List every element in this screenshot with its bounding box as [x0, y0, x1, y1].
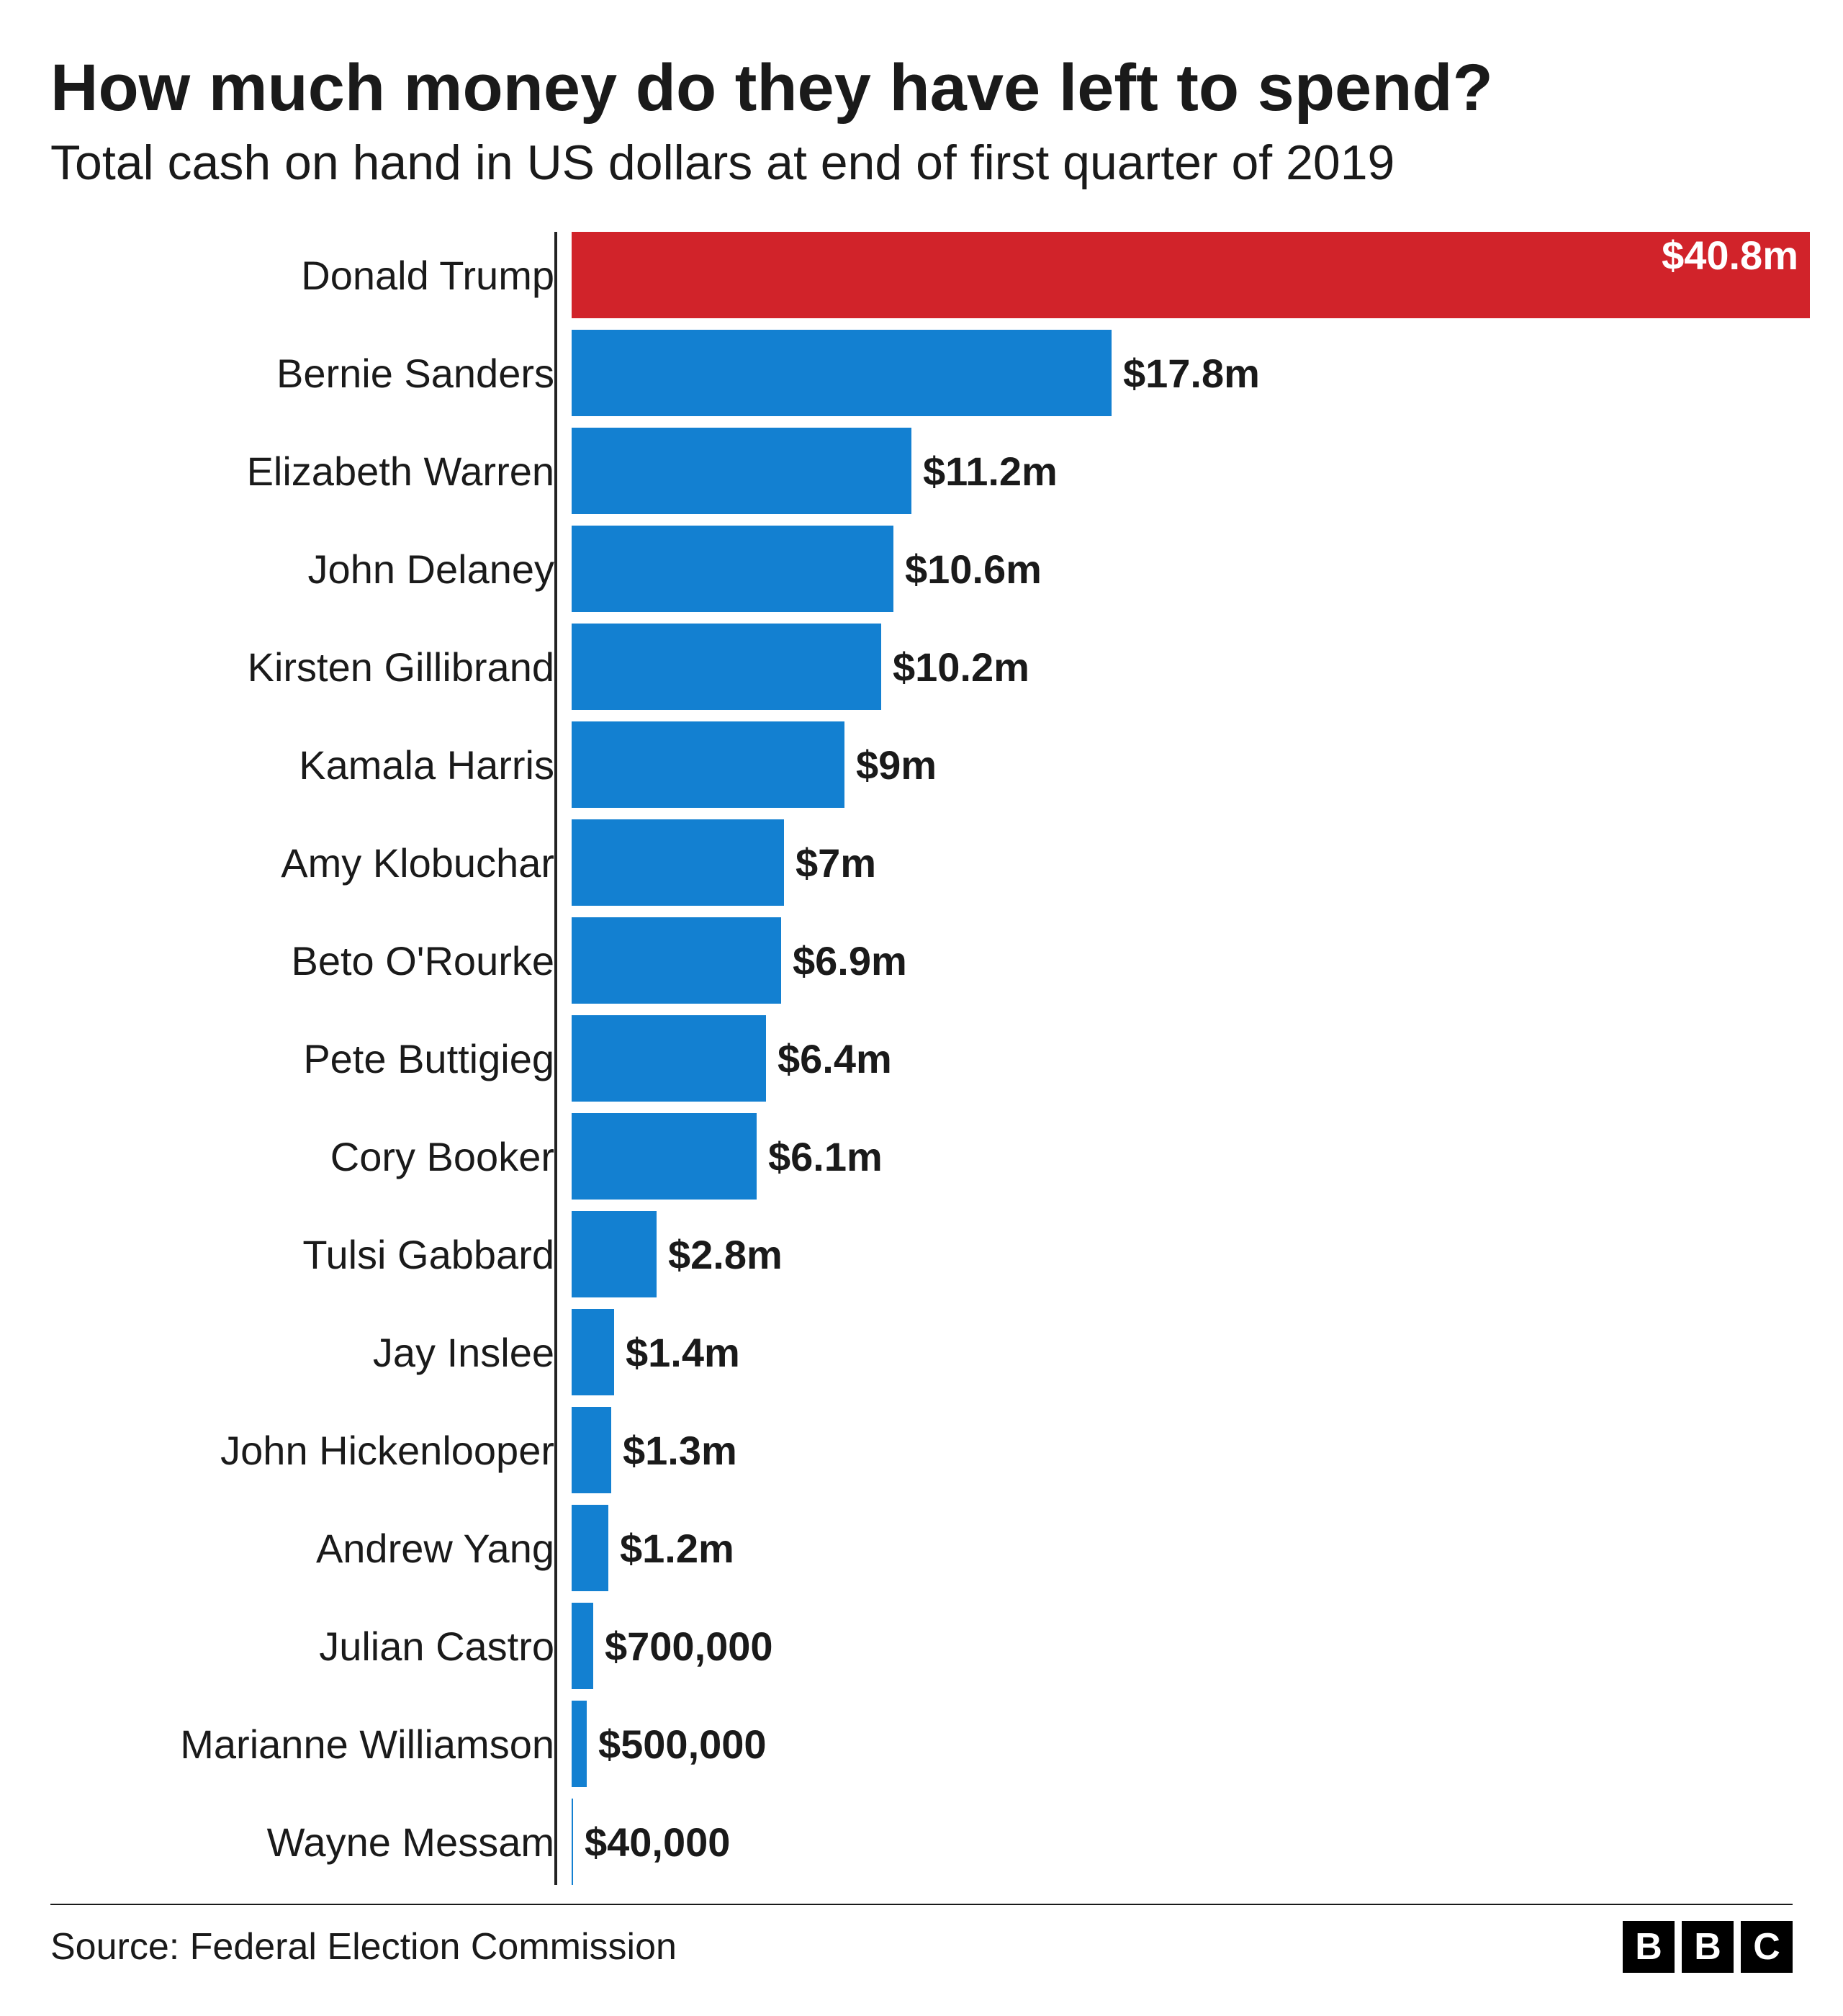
bar-cell: $7m: [572, 819, 1793, 906]
bar: [572, 428, 911, 514]
footer: Source: Federal Election Commission BBC: [50, 1904, 1793, 1973]
bar-row: Donald Trump$40.8m: [50, 232, 1793, 318]
candidate-label: Kirsten Gillibrand: [50, 644, 572, 690]
bar-cell: $10.6m: [572, 526, 1793, 612]
candidate-label: Elizabeth Warren: [50, 448, 572, 495]
candidate-label: Kamala Harris: [50, 742, 572, 788]
value-label: $11.2m: [923, 448, 1058, 495]
value-label: $10.6m: [905, 546, 1042, 593]
source-text: Source: Federal Election Commission: [50, 1925, 677, 1968]
bbc-logo: BBC: [1623, 1921, 1793, 1973]
bar: [572, 330, 1112, 416]
candidate-label: Bernie Sanders: [50, 350, 572, 397]
chart-area: Donald Trump$40.8m Bernie Sanders $17.8m El…: [50, 232, 1793, 1885]
bar: [572, 1015, 766, 1102]
bar-cell: $11.2m: [572, 428, 1793, 514]
bar: [572, 1407, 611, 1493]
value-label: $6.1m: [768, 1133, 883, 1180]
bar-cell: $6.4m: [572, 1015, 1793, 1102]
bar-row: Kamala Harris $9m: [50, 721, 1793, 808]
bbc-logo-letter: C: [1741, 1921, 1793, 1973]
value-label: $9m: [856, 742, 937, 788]
y-axis-line: [554, 232, 557, 1885]
bbc-logo-letter: B: [1623, 1921, 1675, 1973]
bar-cell: $1.4m: [572, 1309, 1793, 1395]
footer-row: Source: Federal Election Commission BBC: [50, 1921, 1793, 1973]
value-label: $6.9m: [793, 937, 907, 984]
bar: [572, 1505, 608, 1591]
bar-cell: $40.8m: [572, 232, 1810, 318]
value-label: $1.3m: [623, 1427, 737, 1474]
candidate-label: Donald Trump: [50, 252, 572, 299]
bar-row: Beto O'Rourke $6.9m: [50, 917, 1793, 1004]
bar-cell: $1.3m: [572, 1407, 1793, 1493]
value-label: $17.8m: [1123, 350, 1260, 397]
chart-subtitle: Total cash on hand in US dollars at end …: [50, 134, 1793, 193]
bar-row: Bernie Sanders $17.8m: [50, 330, 1793, 416]
page: How much money do they have left to spen…: [0, 0, 1843, 2016]
candidate-label: Jay Inslee: [50, 1329, 572, 1376]
value-label: $500,000: [598, 1721, 767, 1768]
bar-cell: $17.8m: [572, 330, 1793, 416]
bar: [572, 1701, 587, 1787]
bar-row: Tulsi Gabbard $2.8m: [50, 1211, 1793, 1297]
bar: [572, 1211, 657, 1297]
bar-row: Marianne Williamson $500,000: [50, 1701, 1793, 1787]
candidate-label: Pete Buttigieg: [50, 1035, 572, 1082]
bar: [572, 917, 781, 1004]
bar-row: Cory Booker $6.1m: [50, 1113, 1793, 1200]
bar-cell: $2.8m: [572, 1211, 1793, 1297]
candidate-label: John Delaney: [50, 546, 572, 593]
bar-row: Elizabeth Warren $11.2m: [50, 428, 1793, 514]
bar-row: Pete Buttigieg $6.4m: [50, 1015, 1793, 1102]
footer-divider: [50, 1904, 1793, 1905]
value-label: $2.8m: [668, 1231, 783, 1278]
bar-cell: $6.1m: [572, 1113, 1793, 1200]
bar-row: Amy Klobuchar $7m: [50, 819, 1793, 906]
bar-row: Kirsten Gillibrand $10.2m: [50, 624, 1793, 710]
bar: [572, 1113, 757, 1200]
candidate-label: Tulsi Gabbard: [50, 1231, 572, 1278]
value-label: $10.2m: [893, 644, 1029, 690]
value-label: $1.4m: [626, 1329, 740, 1376]
candidate-label: Wayne Messam: [50, 1819, 572, 1866]
candidate-label: Julian Castro: [50, 1623, 572, 1670]
bar-cell: $1.2m: [572, 1505, 1793, 1591]
bar-row: John Hickenlooper $1.3m: [50, 1407, 1793, 1493]
bar: [572, 819, 784, 906]
bar: [572, 1603, 593, 1689]
value-label: $1.2m: [620, 1525, 734, 1572]
candidate-label: Beto O'Rourke: [50, 937, 572, 984]
value-label: $40,000: [585, 1819, 730, 1866]
bar-cell: $700,000: [572, 1603, 1793, 1689]
chart-title: How much money do they have left to spen…: [50, 50, 1793, 127]
candidate-label: Andrew Yang: [50, 1525, 572, 1572]
candidate-label: Amy Klobuchar: [50, 840, 572, 886]
bar: $40.8m: [572, 232, 1810, 318]
bar-row: Wayne Messam $40,000: [50, 1799, 1793, 1885]
value-label: $40.8m: [1662, 232, 1798, 279]
bar-cell: $10.2m: [572, 624, 1793, 710]
bar: [572, 721, 844, 808]
bar-row: Julian Castro $700,000: [50, 1603, 1793, 1689]
bbc-logo-letter: B: [1682, 1921, 1734, 1973]
bar-row: Andrew Yang $1.2m: [50, 1505, 1793, 1591]
bar: [572, 1799, 573, 1885]
bar-row: John Delaney $10.6m: [50, 526, 1793, 612]
value-label: $6.4m: [778, 1035, 892, 1082]
bar: [572, 624, 881, 710]
bar: [572, 1309, 614, 1395]
bar-cell: $6.9m: [572, 917, 1793, 1004]
bar: [572, 526, 893, 612]
bar-cell: $9m: [572, 721, 1793, 808]
candidate-label: Marianne Williamson: [50, 1721, 572, 1768]
value-label: $7m: [796, 840, 876, 886]
candidate-label: Cory Booker: [50, 1133, 572, 1180]
value-label: $700,000: [605, 1623, 773, 1670]
candidate-label: John Hickenlooper: [50, 1427, 572, 1474]
bar-cell: $40,000: [572, 1799, 1793, 1885]
bar-row: Jay Inslee $1.4m: [50, 1309, 1793, 1395]
bar-cell: $500,000: [572, 1701, 1793, 1787]
